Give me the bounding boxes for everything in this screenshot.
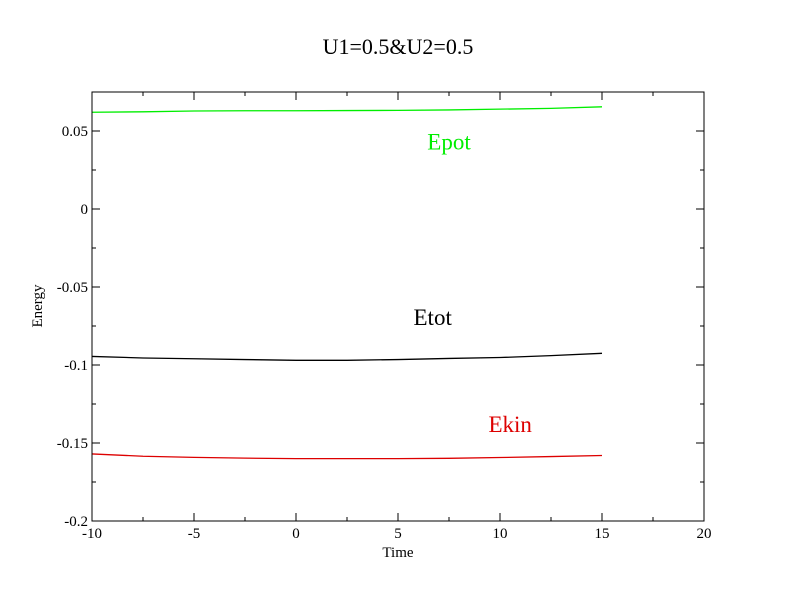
y-tick-label: -0.1: [64, 358, 88, 374]
series-lines: [91, 106, 603, 460]
x-tick-label: 20: [697, 526, 712, 542]
series-line-ekin: [91, 453, 603, 460]
x-tick-label: 5: [394, 526, 402, 542]
annotation-epot: Epot: [427, 130, 471, 155]
x-axis-label: Time: [382, 545, 413, 561]
y-axis-label: Energy: [30, 284, 46, 328]
y-tick-label: -0.15: [57, 436, 88, 452]
y-tick-label: 0: [81, 202, 89, 218]
series-line-epot: [91, 106, 603, 113]
plot-frame: [91, 91, 705, 522]
x-tick-label: 0: [292, 526, 300, 542]
x-tick-label: 15: [595, 526, 610, 542]
x-tick-label: -5: [188, 526, 201, 542]
annotation-etot: Etot: [414, 305, 453, 330]
y-tick-label: -0.2: [64, 514, 88, 530]
series-annotations: Epot Etot Ekin: [414, 130, 533, 437]
y-tick-label: 0.05: [62, 124, 88, 140]
series-line-etot: [91, 352, 603, 361]
x-tick-label: -10: [82, 526, 102, 542]
annotation-ekin: Ekin: [488, 412, 532, 437]
y-tick-label: -0.05: [57, 280, 88, 296]
chart-title: U1=0.5&U2=0.5: [323, 34, 474, 59]
x-tick-label: 10: [493, 526, 508, 542]
